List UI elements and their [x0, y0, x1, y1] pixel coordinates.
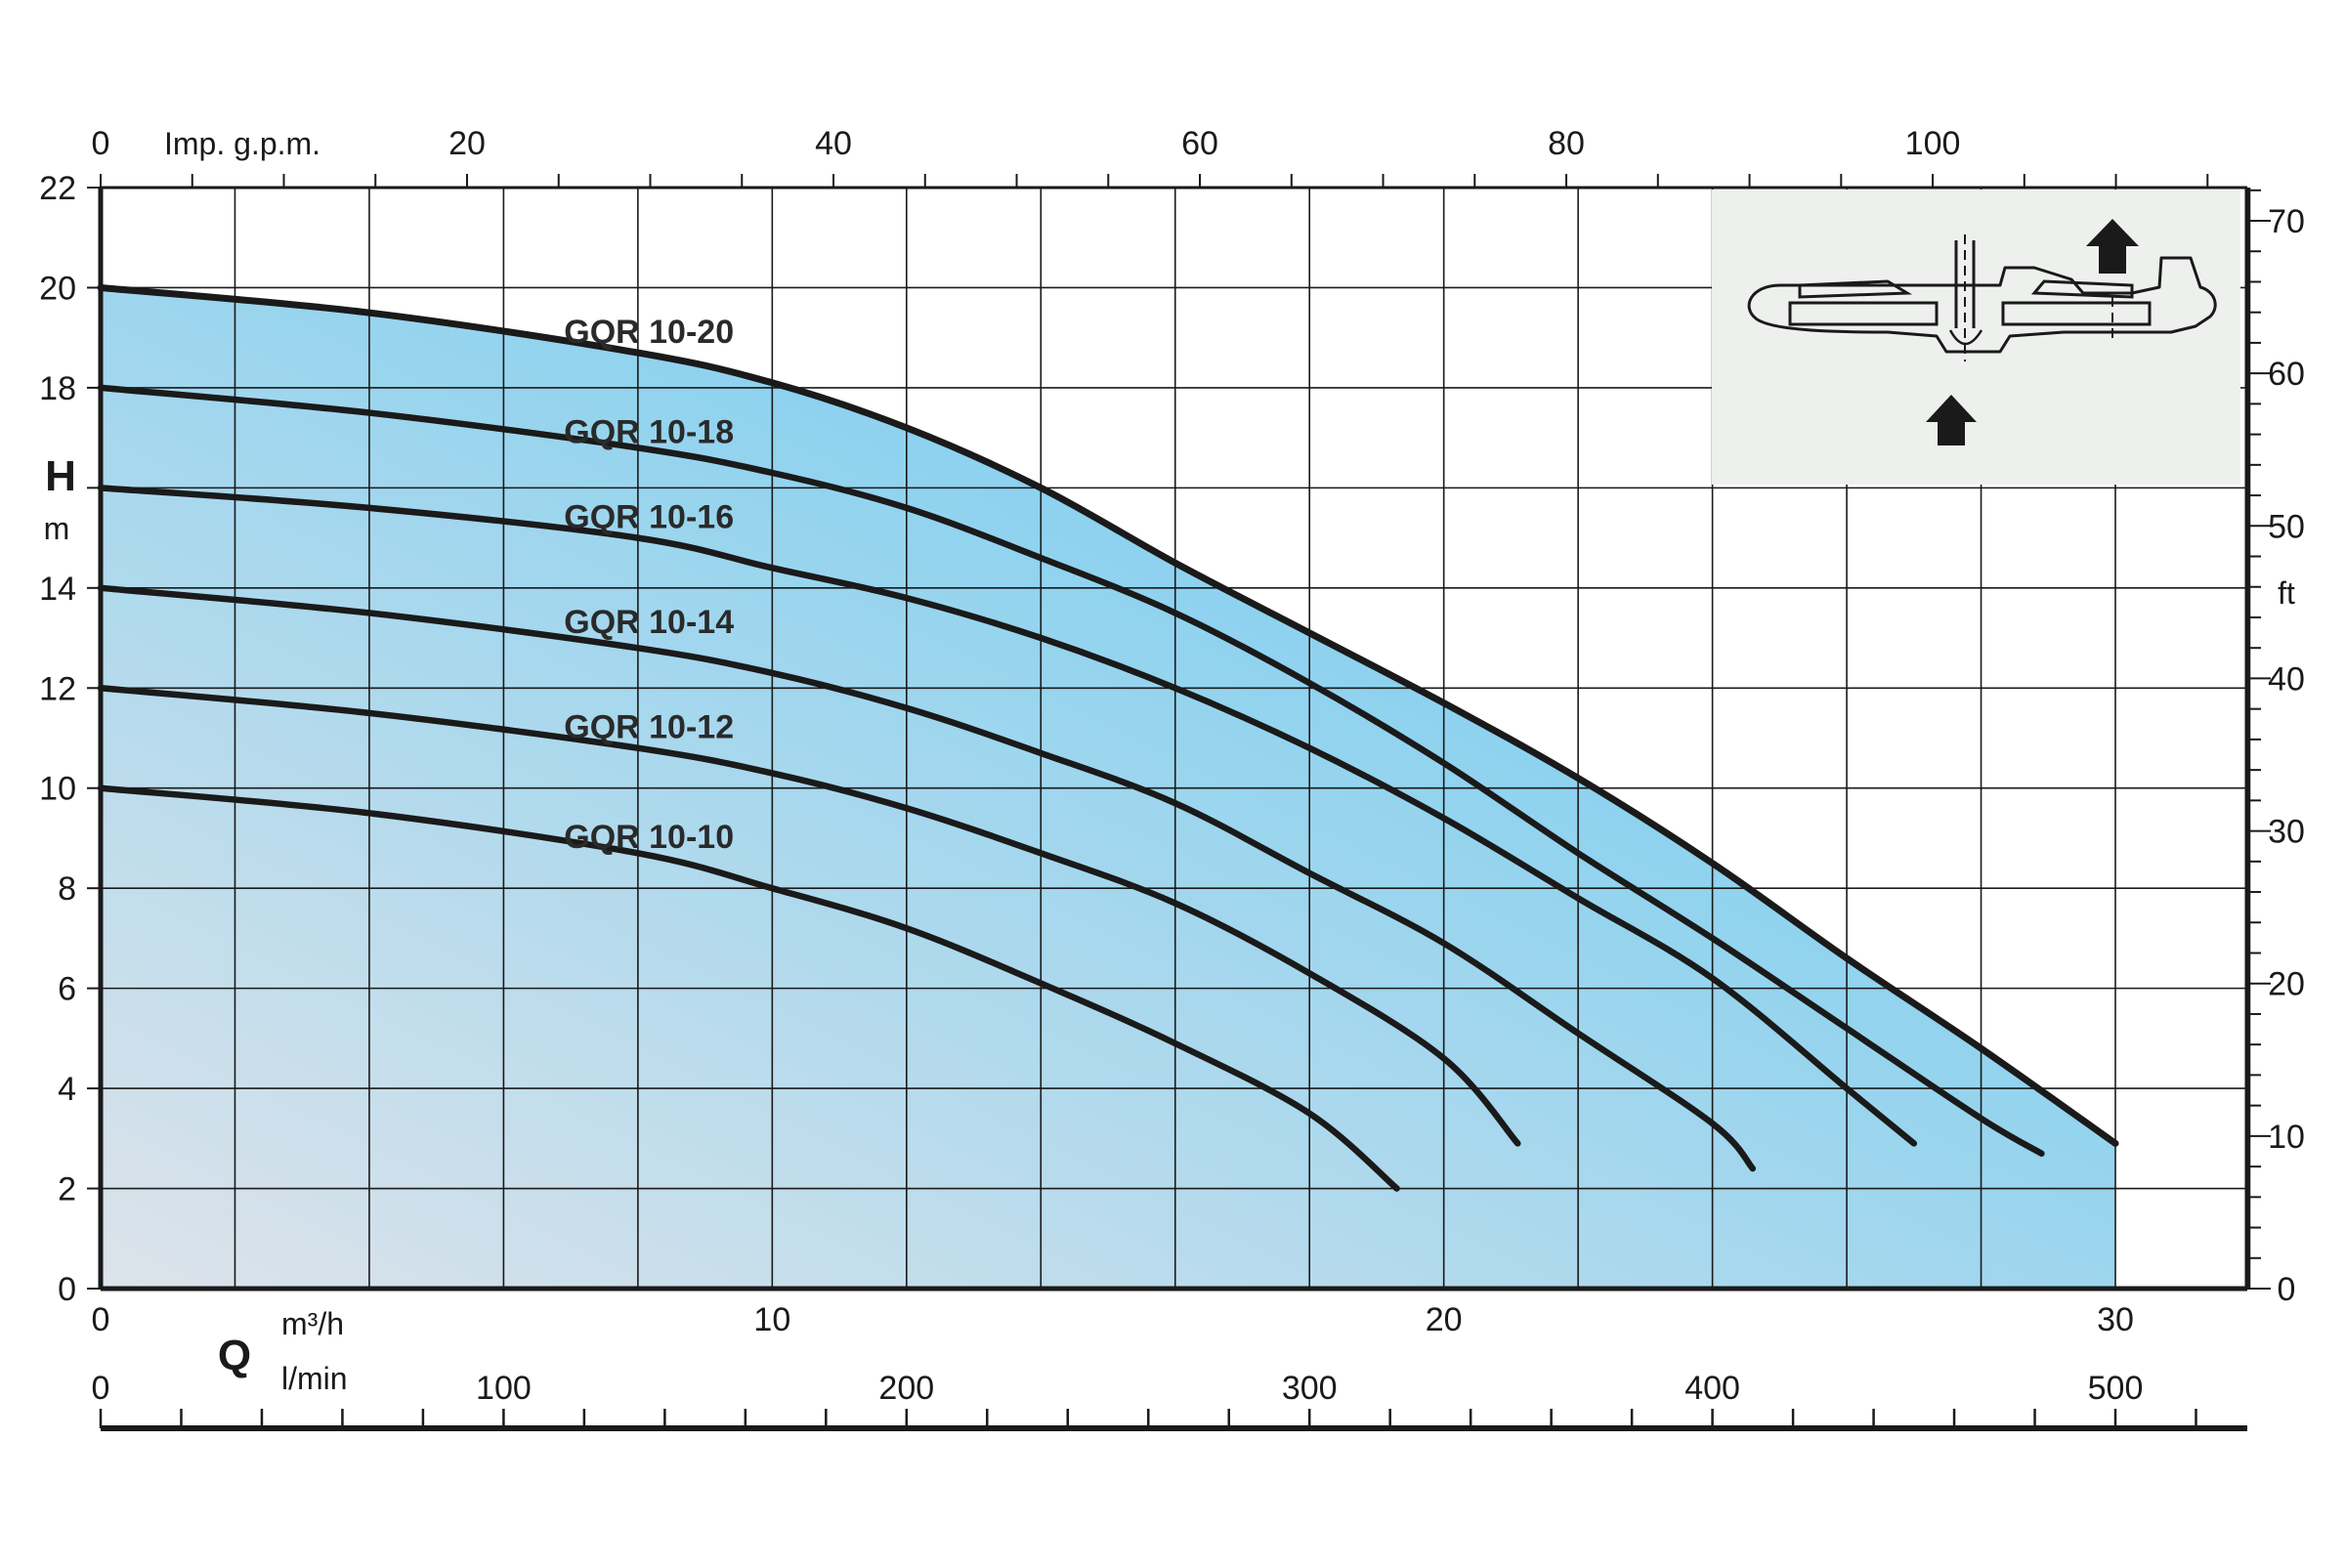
series-label-4: GQR 10-14: [564, 604, 734, 641]
y-left-tick-label: 10: [39, 771, 76, 808]
x-bottom-symbol: Q: [218, 1332, 251, 1379]
inset-diagram: [1712, 190, 2240, 485]
y-right-tick-label: 40: [2268, 660, 2305, 698]
series-label-1: GQR 10-20: [564, 314, 734, 351]
x-top-tick-label: 0: [92, 125, 110, 162]
y-right-tick-label: 0: [2278, 1271, 2296, 1308]
y-left-tick-label: 0: [58, 1271, 76, 1308]
x-bottom-tick-label: 30: [2097, 1301, 2134, 1338]
y-left-unit: m: [44, 511, 70, 546]
outlet-arrow-icon: [2086, 219, 2139, 274]
series-label-2: GQR 10-18: [564, 413, 734, 450]
x-top-unit: Imp. g.p.m.: [164, 126, 320, 161]
series-label-3: GQR 10-16: [564, 498, 734, 535]
impeller-right: [2001, 301, 2152, 326]
x-top-tick-label: 20: [448, 125, 486, 162]
y-left-tick-label: 18: [39, 370, 76, 407]
housing-outline: [1747, 256, 2217, 354]
y-right-tick-label: 10: [2268, 1119, 2305, 1156]
y-left-tick-label: 4: [58, 1071, 76, 1108]
x-lpm-tick-label: 300: [1282, 1370, 1338, 1407]
axes: [87, 174, 2271, 1431]
x-bottom-tick-label: 20: [1426, 1301, 1463, 1338]
series-line-6: [97, 784, 1400, 1192]
inlet-arrow-icon: [1926, 395, 1977, 445]
pump-cross-section-icon: [1747, 219, 2217, 445]
x-lpm-tick-label: 0: [92, 1370, 110, 1407]
y-left-tick-label: 2: [58, 1171, 76, 1208]
series-label-5: GQR 10-12: [564, 709, 734, 746]
y-right-tick-label: 50: [2268, 508, 2305, 545]
y-right-tick-label: 60: [2268, 356, 2305, 393]
labels: GQR 10-20 GQR 10-18 GQR 10-16 GQR 10-14 GQR …: [39, 125, 2305, 1407]
x-lpm-unit: l/min: [281, 1361, 348, 1396]
series-lines: [97, 283, 2119, 1192]
y-right-tick-label: 20: [2268, 966, 2305, 1003]
series-line-2: [97, 384, 2045, 1157]
x-top-tick-label: 80: [1548, 125, 1585, 162]
y-right-tick-label: 30: [2268, 814, 2305, 851]
series-line-4: [97, 584, 1757, 1172]
x-bottom-unit: m³/h: [281, 1306, 344, 1341]
x-lpm-tick-label: 400: [1684, 1370, 1740, 1407]
series-label-6: GQR 10-10: [564, 819, 734, 856]
x-bottom-tick-label: 0: [92, 1301, 110, 1338]
impeller-left: [1788, 301, 1939, 326]
y-right-unit: ft: [2278, 575, 2295, 611]
y-left-symbol: H: [45, 452, 76, 500]
y-left-tick-label: 20: [39, 270, 76, 307]
series-line-1: [97, 283, 2119, 1147]
x-lpm-tick-label: 100: [476, 1370, 532, 1407]
y-left-tick-label: 14: [39, 571, 76, 608]
y-left-tick-label: 8: [58, 870, 76, 908]
inlet-eye: [1948, 329, 1983, 346]
diffuser-left: [1798, 279, 1913, 299]
x-bottom-tick-label: 10: [753, 1301, 790, 1338]
x-lpm-tick-label: 200: [878, 1370, 934, 1407]
y-left-tick-label: 22: [39, 170, 76, 207]
y-right-tick-label: 70: [2268, 203, 2305, 240]
series-line-3: [97, 485, 1918, 1147]
x-top-tick-label: 60: [1181, 125, 1218, 162]
x-top-tick-label: 100: [1905, 125, 1961, 162]
y-left-tick-label: 6: [58, 971, 76, 1008]
x-lpm-tick-label: 500: [2088, 1370, 2144, 1407]
series-line-5: [97, 685, 1521, 1147]
x-top-tick-label: 40: [815, 125, 852, 162]
y-left-tick-label: 12: [39, 670, 76, 707]
diffuser-right: [2030, 279, 2134, 299]
